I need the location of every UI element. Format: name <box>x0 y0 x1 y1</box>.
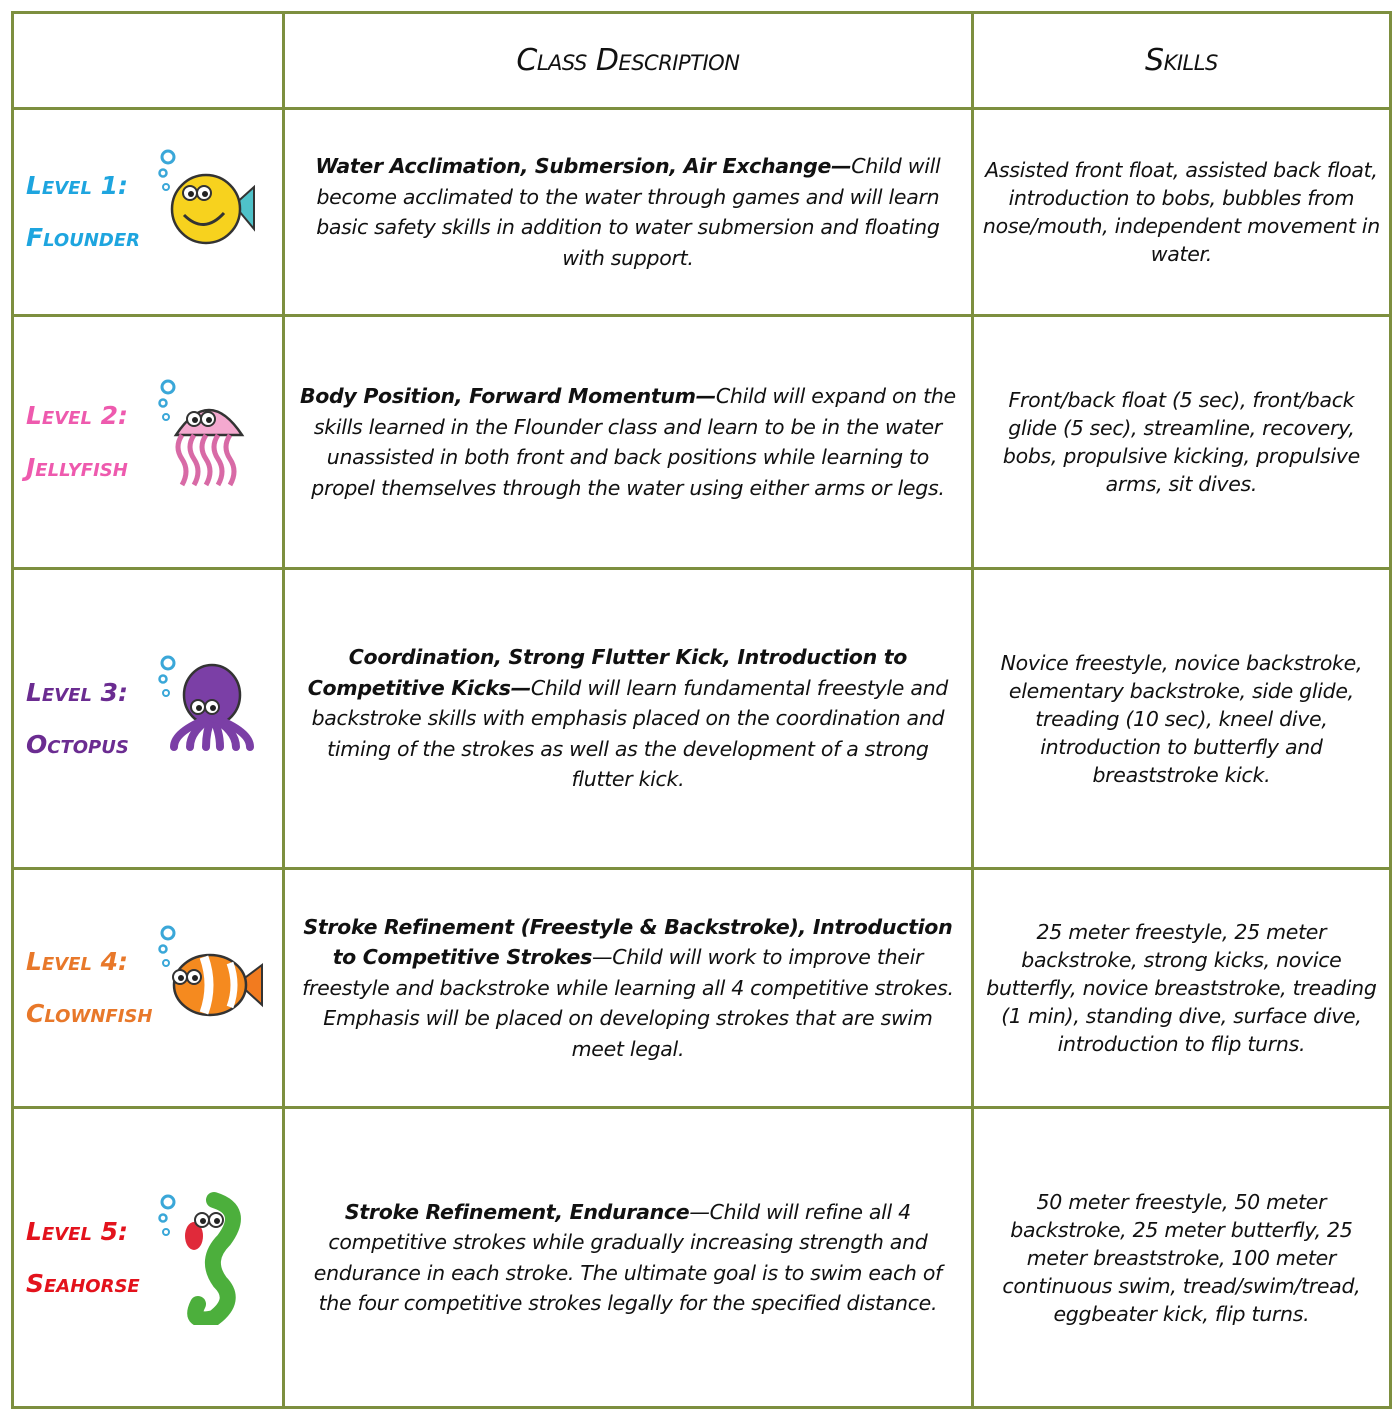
animal-icon <box>158 655 254 751</box>
skills-text: Novice freestyle, novice backstroke, ele… <box>1000 650 1363 787</box>
level-number: Level 3: <box>26 677 129 707</box>
level-label: Level 1: Flounder <box>26 160 140 264</box>
description-lead: Stroke Refinement, Endurance <box>344 1199 690 1224</box>
skills-text: Front/back float (5 sec), front/back gli… <box>1002 388 1360 496</box>
level-label: Level 2: Jellyfish <box>26 390 128 494</box>
level-label: Level 5: Seahorse <box>26 1206 140 1310</box>
skills-cell: 50 meter freestyle, 50 meter backstroke,… <box>970 1106 1392 1409</box>
description-lead: Body Position, Forward Momentum— <box>299 384 716 408</box>
level-cell: Level 2: Jellyfish <box>11 314 285 570</box>
description-lead: Coordination, Strong Flutter Kick, Intro… <box>307 645 908 700</box>
skills-cell: Assisted front float, assisted back floa… <box>970 107 1392 317</box>
level-box: Level 1: Flounder <box>14 145 282 280</box>
description-text: Child will expand on the skills learned … <box>311 384 956 500</box>
level-name: Seahorse <box>26 1268 140 1298</box>
description-cell: Coordination, Strong Flutter Kick, Intro… <box>281 567 974 870</box>
level-row: Level 3: Octopus Coordination, Strong Flut… <box>11 567 1392 870</box>
level-number: Level 2: <box>26 401 129 430</box>
level-box: Level 5: Seahorse <box>14 1190 282 1325</box>
description-cell: Stroke Refinement, Endurance—Child will … <box>281 1106 974 1409</box>
level-name: Jellyfish <box>26 453 128 482</box>
header-text: Class Description <box>516 43 740 78</box>
level-label: Level 3: Octopus <box>26 667 129 771</box>
level-box: Level 3: Octopus <box>14 651 282 786</box>
page: Class Description Skills Level 1: Flounde… <box>11 11 1392 1409</box>
skills-cell: Novice freestyle, novice backstroke, ele… <box>970 567 1392 870</box>
animal-icon <box>158 379 245 486</box>
level-name: Clownfish <box>26 999 153 1028</box>
animal-icon <box>158 1192 241 1325</box>
level-cell: Level 3: Octopus <box>11 567 285 870</box>
animal-icon <box>158 925 263 1016</box>
level-row: Level 2: Jellyfish Body Position, Forward … <box>11 314 1392 570</box>
corner-cell <box>11 11 285 110</box>
level-row: Level 4: Clownfish Stroke Refinement (Free… <box>11 867 1392 1109</box>
skills-cell: Front/back float (5 sec), front/back gli… <box>970 314 1392 570</box>
header-cell: Skills <box>970 11 1392 110</box>
skills-text: 25 meter freestyle, 25 meter backstroke,… <box>986 920 1377 1056</box>
description-cell: Water Acclimation, Submersion, Air Excha… <box>281 107 974 317</box>
animal-icon <box>158 149 255 244</box>
skills-text: 50 meter freestyle, 50 meter backstroke,… <box>1002 1189 1361 1326</box>
level-name: Octopus <box>26 729 129 759</box>
level-row: Level 1: Flounder Water Acclimation, Subme… <box>11 107 1392 317</box>
description-text: —Child will work to improve their freest… <box>302 945 954 1061</box>
description-lead: Stroke Refinement (Freestyle & Backstrok… <box>303 914 953 970</box>
level-box: Level 4: Clownfish <box>14 921 282 1056</box>
header-row: Class Description Skills <box>11 11 1392 110</box>
levels-table: Class Description Skills Level 1: Flounde… <box>11 11 1392 1409</box>
level-number: Level 5: <box>26 1216 129 1246</box>
level-row: Level 5: Seahorse Stroke Refinement, Endur… <box>11 1106 1392 1409</box>
skills-cell: 25 meter freestyle, 25 meter backstroke,… <box>970 867 1392 1109</box>
level-number: Level 1: <box>26 171 129 200</box>
description-cell: Body Position, Forward Momentum—Child wi… <box>281 314 974 570</box>
level-cell: Level 5: Seahorse <box>11 1106 285 1409</box>
description-text: Child will learn fundamental freestyle a… <box>311 675 949 792</box>
level-cell: Level 4: Clownfish <box>11 867 285 1109</box>
level-name: Flounder <box>26 223 140 252</box>
description-text: Child will become acclimated to the wate… <box>316 154 941 270</box>
description-text: —Child will refine all 4 competitive str… <box>313 1199 942 1316</box>
header-cell: Class Description <box>281 11 974 110</box>
level-box: Level 2: Jellyfish <box>14 375 282 510</box>
description-lead: Water Acclimation, Submersion, Air Excha… <box>315 154 852 178</box>
skills-text: Assisted front float, assisted back floa… <box>982 158 1380 266</box>
level-cell: Level 1: Flounder <box>11 107 285 317</box>
level-label: Level 4: Clownfish <box>26 936 152 1040</box>
description-cell: Stroke Refinement (Freestyle & Backstrok… <box>281 867 974 1109</box>
level-number: Level 4: <box>26 947 129 976</box>
header-text: Skills <box>1145 43 1218 78</box>
